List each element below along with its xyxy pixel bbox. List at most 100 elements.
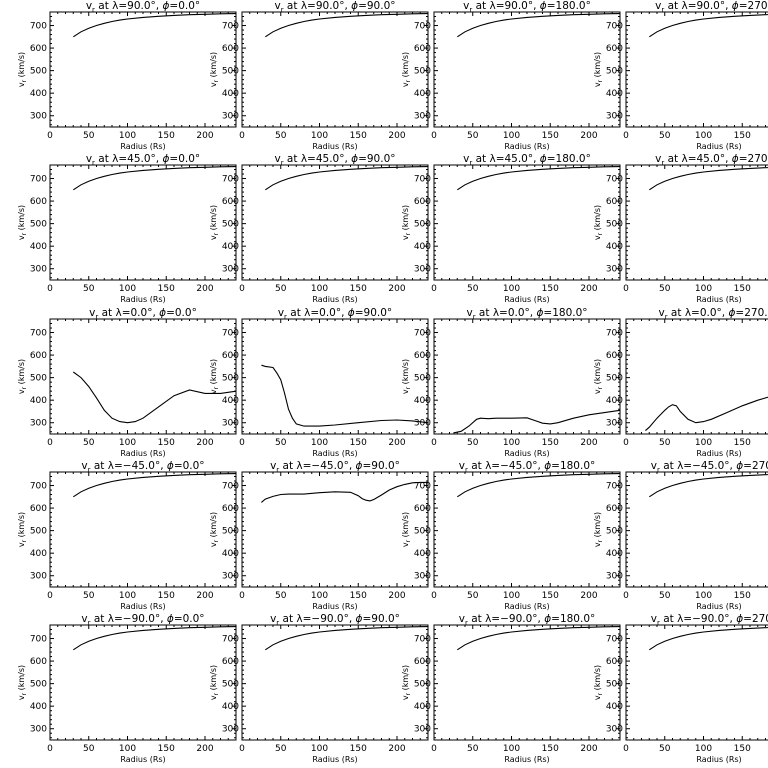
x-tick-label: 100 [119,284,136,294]
x-tick-label: 0 [431,284,437,294]
y-tick-label: 300 [606,419,623,429]
panel-title: vr at λ=0.0°, ϕ=90.0° [278,307,392,321]
panel-title: vr at λ=45.0°, ϕ=90.0° [274,153,395,167]
x-tick-label: 100 [695,744,712,754]
y-axis-label: vr (km/s) [593,52,604,87]
y-tick-label: 300 [606,265,623,275]
x-tick-label: 0 [47,438,53,448]
x-tick-label: 150 [350,438,367,448]
y-tick-label: 400 [30,549,47,559]
x-tick-label: 150 [734,744,751,754]
y-tick-label: 600 [414,657,431,667]
panel-19: vr at λ=−90.0°, ϕ=180.0° 0 50 100 150 200 300 4… [401,613,621,764]
plot-frame [625,471,768,588]
y-tick-label: 700 [30,22,47,32]
y-tick-label: 700 [606,635,623,645]
x-tick-label: 100 [695,438,712,448]
y-tick-label: 500 [414,67,431,77]
x-tick-label: 200 [580,591,597,601]
y-tick-label: 300 [222,265,239,275]
x-axis-label: Radius (Rs) [696,755,741,764]
y-tick-label: 500 [30,680,47,690]
x-tick-label: 0 [431,744,437,754]
x-tick-label: 100 [119,438,136,448]
y-tick-label: 500 [606,680,623,690]
x-axis-label: Radius (Rs) [312,142,357,151]
y-tick-label: 700 [222,329,239,339]
x-axis-label: Radius (Rs) [120,295,165,304]
data-series-line [265,626,429,651]
x-tick-label: 0 [47,284,53,294]
x-tick-label: 200 [388,131,405,141]
y-axis-label: vr (km/s) [593,665,604,700]
y-tick-label: 700 [222,635,239,645]
data-series-line [72,371,237,424]
y-tick-label: 500 [606,220,623,230]
y-tick-label: 300 [606,725,623,735]
x-axis-label: Radius (Rs) [504,449,549,458]
x-tick-label: 150 [734,438,751,448]
y-axis-label: vr (km/s) [17,52,28,87]
y-tick-label: 600 [30,504,47,514]
y-axis-label: vr (km/s) [17,512,28,547]
x-tick-label: 50 [275,284,287,294]
x-axis-label: Radius (Rs) [504,755,549,764]
y-tick-label: 700 [222,22,239,32]
y-tick-label: 600 [606,44,623,54]
panel-3: vr at λ=90.0°, ϕ=180.0° 0 50 100 150 200 300 40… [401,0,621,151]
y-tick-label: 300 [222,572,239,582]
x-tick-label: 50 [83,744,95,754]
x-tick-label: 50 [659,438,671,448]
panel-10: vr at λ=0.0°, ϕ=90.0° 0 50 100 150 200 300 400 5… [209,307,429,458]
y-tick-label: 500 [414,527,431,537]
x-axis-label: Radius (Rs) [504,295,549,304]
y-tick-label: 600 [606,351,623,361]
x-axis-label: Radius (Rs) [312,295,357,304]
panel-13: vr at λ=−45.0°, ϕ=0.0° 0 50 100 150 200 300 400… [17,460,237,611]
data-series-line [649,14,768,38]
y-tick-label: 600 [414,197,431,207]
y-tick-label: 700 [30,482,47,492]
data-series-line [261,364,429,427]
x-tick-label: 200 [580,284,597,294]
y-tick-label: 600 [30,657,47,667]
data-series-line [453,409,621,434]
y-tick-label: 400 [222,242,239,252]
x-tick-label: 150 [542,284,559,294]
data-series-line [649,627,768,651]
y-tick-label: 500 [222,374,239,384]
panel-12: vr at λ=0.0°, ϕ=270.0°050100150200300400… [593,307,768,458]
x-axis-label: Radius (Rs) [696,142,741,151]
y-tick-label: 700 [414,175,431,185]
y-tick-label: 400 [606,242,623,252]
x-axis-label: Radius (Rs) [312,755,357,764]
panel-title: vr at λ=−45.0°, ϕ=90.0° [270,460,400,474]
x-tick-label: 0 [47,591,53,601]
y-tick-label: 700 [606,175,623,185]
x-tick-label: 150 [350,284,367,294]
x-tick-label: 200 [388,438,405,448]
x-tick-label: 150 [542,438,559,448]
x-tick-label: 0 [239,438,245,448]
x-tick-label: 0 [623,284,629,294]
panel-title: vr at λ=0.0°, ϕ=0.0° [89,307,197,321]
panel-8: vr at λ=45.0°, ϕ=270.0°05010015020030040… [593,153,768,304]
y-tick-label: 700 [414,329,431,339]
data-series-line [457,473,621,498]
y-tick-label: 600 [606,504,623,514]
x-tick-label: 150 [158,591,175,601]
x-tick-label: 100 [695,284,712,294]
y-axis-label: vr (km/s) [209,512,220,547]
y-tick-label: 500 [414,374,431,384]
y-tick-label: 300 [414,265,431,275]
y-tick-label: 600 [30,44,47,54]
panel-title: vr at λ=−90.0°, ϕ=270.0° [651,613,768,627]
data-series-line [645,396,768,432]
x-tick-label: 50 [83,131,95,141]
x-tick-label: 150 [158,744,175,754]
y-tick-label: 400 [30,396,47,406]
x-tick-label: 50 [275,438,287,448]
y-tick-label: 400 [606,89,623,99]
x-tick-label: 50 [275,131,287,141]
x-tick-label: 200 [580,131,597,141]
